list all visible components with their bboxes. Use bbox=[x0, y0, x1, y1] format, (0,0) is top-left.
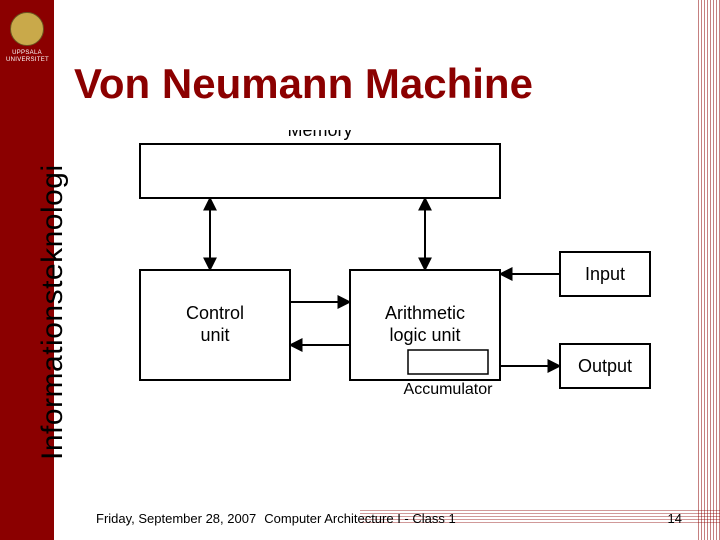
node-label-alu: Arithmetic bbox=[385, 303, 465, 323]
node-label-output: Output bbox=[578, 356, 632, 376]
node-label-control: Control bbox=[186, 303, 244, 323]
footer-center: Computer Architecture I - Class 1 bbox=[0, 511, 720, 526]
university-name: UPPSALA UNIVERSITET bbox=[6, 50, 48, 64]
decor-pinstripe-right bbox=[698, 0, 720, 540]
footer-page-number: 14 bbox=[668, 511, 682, 526]
department-label: Informationsteknologi bbox=[36, 164, 70, 460]
page-title: Von Neumann Machine bbox=[74, 60, 533, 108]
node-label-control: unit bbox=[200, 325, 229, 345]
university-name-line1: UPPSALA bbox=[12, 50, 42, 56]
university-name-line2: UNIVERSITET bbox=[6, 57, 49, 63]
von-neumann-diagram: Memory Controlunit Arithmeticlogic unit Acc… bbox=[80, 130, 670, 470]
node-label-input: Input bbox=[585, 264, 625, 284]
node-accumulator bbox=[408, 350, 488, 374]
node-label-alu: logic unit bbox=[389, 325, 460, 345]
university-seal-icon bbox=[10, 12, 44, 46]
node-memory bbox=[140, 144, 500, 198]
node-label-memory: Memory bbox=[287, 130, 352, 140]
node-label-accumulator: Accumulator bbox=[404, 381, 494, 398]
